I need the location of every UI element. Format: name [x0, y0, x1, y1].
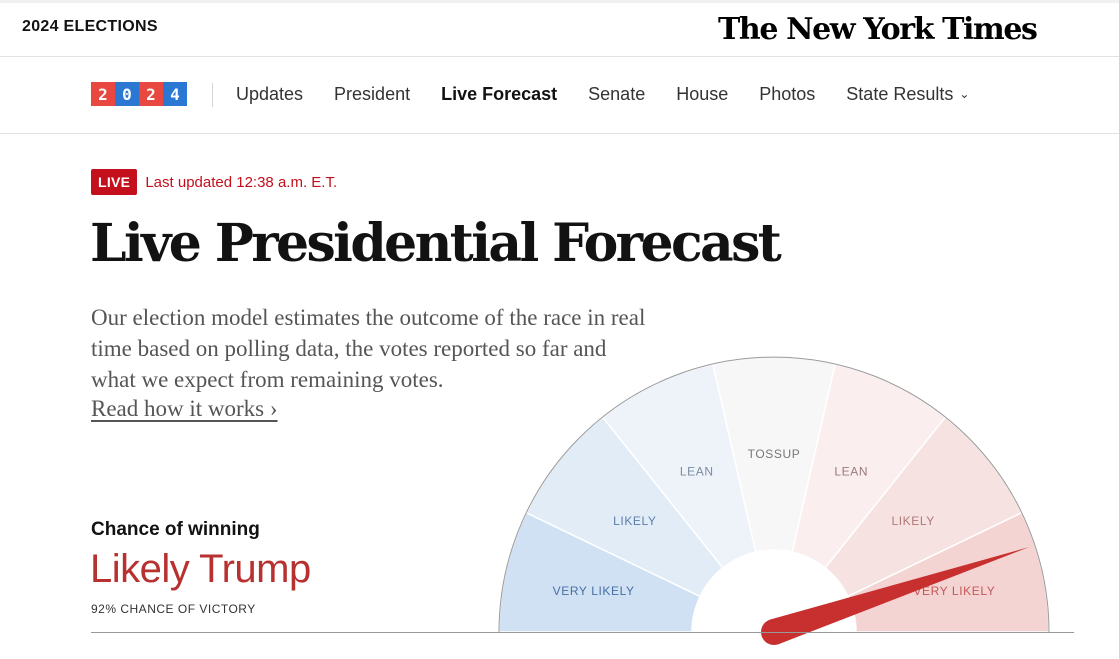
nav-item-president[interactable]: President — [334, 84, 411, 104]
nav-divider — [212, 83, 213, 107]
chevron-down-icon: ⌄ — [959, 87, 970, 101]
gauge-needle — [769, 547, 1030, 645]
summary-text: Our election model estimates the outcome… — [91, 305, 646, 392]
nav-item-updates[interactable]: Updates — [236, 84, 304, 104]
section-label[interactable]: 2024 ELECTIONS — [22, 18, 158, 35]
top-header: 2024 ELECTIONS The New York Times — [0, 0, 1119, 57]
gauge-segment-label: VERY LIKELY — [553, 584, 635, 598]
nav-item-photos[interactable]: Photos — [759, 84, 816, 104]
live-status: LIVE Last updated 12:38 a.m. E.T. — [91, 169, 337, 195]
gauge-segment-label: LIKELY — [891, 514, 934, 528]
chance-value: Likely Trump — [90, 547, 311, 591]
chance-percentage: 92% CHANCE OF VICTORY — [91, 602, 256, 616]
nav-item-house[interactable]: House — [676, 84, 729, 104]
live-badge: LIVE — [91, 169, 138, 195]
top-border — [0, 0, 1119, 3]
gauge-segment-label: LEAN — [834, 465, 868, 479]
gauge-segment-label: VERY LIKELY — [913, 584, 995, 598]
baseline-rule — [91, 632, 1074, 633]
election-2024-logo[interactable]: 2 0 2 4 — [91, 82, 187, 106]
logo-digit: 4 — [163, 82, 187, 106]
logo-digit: 0 — [115, 82, 139, 106]
gauge-segment-label: LIKELY — [613, 514, 656, 528]
logo-digit: 2 — [91, 82, 115, 106]
gauge-segment-label: TOSSUP — [748, 447, 801, 461]
nyt-logo[interactable]: The New York Times — [718, 12, 1038, 47]
last-updated: Last updated 12:38 a.m. E.T. — [145, 173, 338, 191]
gauge-segment-label: LEAN — [680, 465, 714, 479]
nav-item-senate[interactable]: Senate — [588, 84, 646, 104]
page-title: Live Presidential Forecast — [90, 213, 782, 274]
read-how-it-works-link[interactable]: Read how it works › — [91, 396, 278, 421]
election-nav: 2 0 2 4 Updates President Live Forecast … — [0, 57, 1119, 134]
nav-item-state-results-label: State Results — [846, 84, 954, 104]
chance-label: Chance of winning — [91, 519, 260, 540]
nav-item-live-forecast[interactable]: Live Forecast — [441, 84, 558, 104]
logo-digit: 2 — [139, 82, 163, 106]
nav-items: Updates President Live Forecast Senate H… — [236, 84, 1000, 105]
gauge-rim — [498, 356, 1050, 633]
nav-item-state-results[interactable]: State Results ⌄ — [846, 84, 969, 105]
